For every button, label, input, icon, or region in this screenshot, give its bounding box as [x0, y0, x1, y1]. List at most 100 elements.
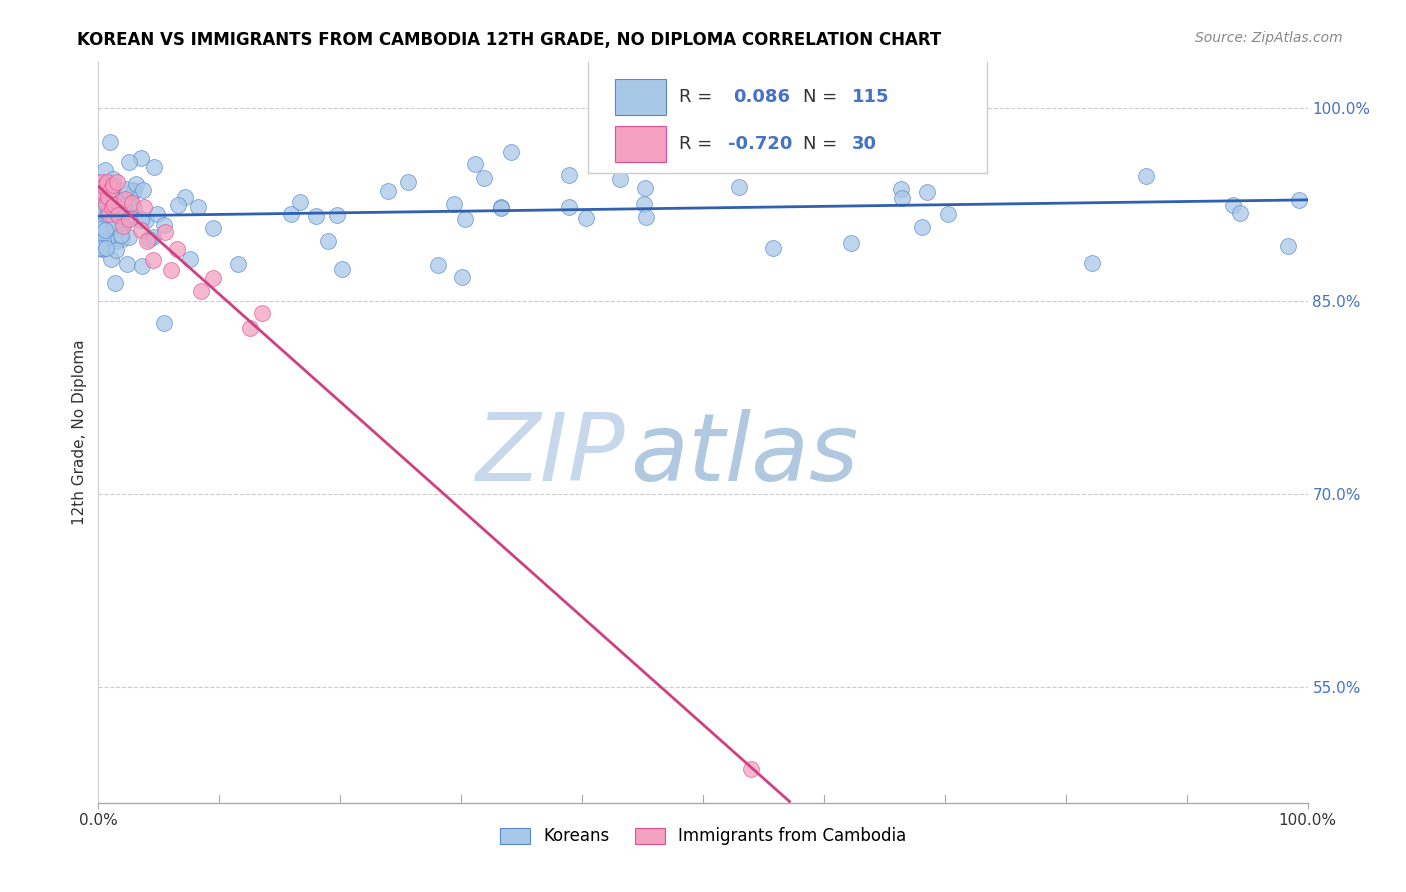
Text: N =: N = [803, 135, 844, 153]
Point [98, 207, 121, 221]
Point [91, 225, 114, 239]
Point [100, 200, 122, 214]
Point [174, 190, 197, 204]
Point [201, 221, 224, 235]
Point [179, 252, 201, 267]
Point [890, 191, 912, 205]
Legend: Koreans, Immigrants from Cambodia: Koreans, Immigrants from Cambodia [492, 819, 914, 854]
Text: N =: N = [803, 88, 844, 106]
Text: 30: 30 [852, 135, 877, 153]
Text: 115: 115 [852, 88, 889, 106]
Point [288, 195, 311, 210]
Point [90, 240, 112, 254]
Point [636, 210, 658, 224]
Point [114, 192, 136, 206]
Point [890, 182, 912, 196]
Point [91, 234, 114, 248]
Point [915, 185, 938, 199]
Point [453, 212, 475, 227]
Text: ZIP: ZIP [475, 409, 624, 500]
Point [146, 207, 169, 221]
FancyBboxPatch shape [588, 59, 987, 173]
Point [153, 219, 176, 233]
Point [125, 177, 148, 191]
Point [1081, 255, 1104, 269]
Text: atlas: atlas [630, 409, 859, 500]
Point [100, 202, 122, 217]
Point [558, 200, 581, 214]
Point [97, 202, 120, 217]
Point [910, 220, 932, 235]
Point [101, 219, 124, 234]
Point [633, 197, 655, 211]
Point [634, 181, 657, 195]
Point [93, 179, 115, 194]
Point [100, 252, 122, 266]
Point [103, 181, 125, 195]
Point [118, 210, 141, 224]
Point [101, 178, 124, 192]
Point [97, 182, 120, 196]
Text: R =: R = [679, 88, 718, 106]
Point [839, 236, 862, 251]
Point [134, 200, 156, 214]
Point [103, 277, 125, 291]
Point [427, 258, 450, 272]
Point [936, 207, 959, 221]
Point [90, 186, 112, 201]
Point [122, 202, 145, 216]
Point [142, 252, 165, 267]
Point [609, 172, 631, 186]
Point [118, 230, 141, 244]
Point [94, 222, 117, 236]
Point [94, 241, 117, 255]
Point [90, 241, 112, 255]
Point [138, 232, 160, 246]
Point [96, 175, 118, 189]
Point [98, 135, 121, 149]
Point [90, 205, 112, 219]
Point [98, 232, 121, 246]
Point [326, 208, 349, 222]
Point [112, 203, 135, 218]
Point [250, 306, 273, 320]
Text: Source: ZipAtlas.com: Source: ZipAtlas.com [1195, 31, 1343, 45]
Point [105, 175, 128, 189]
Point [167, 197, 190, 211]
Point [93, 178, 115, 192]
Point [1277, 238, 1299, 252]
Point [396, 175, 419, 189]
Point [115, 257, 138, 271]
Point [153, 225, 176, 239]
Point [100, 182, 122, 196]
Point [129, 212, 152, 227]
Point [101, 171, 124, 186]
Point [107, 208, 129, 222]
Point [740, 762, 762, 776]
Point [118, 191, 141, 205]
Point [91, 175, 114, 189]
Point [330, 262, 353, 277]
Point [117, 192, 139, 206]
Point [93, 177, 115, 191]
Point [132, 183, 155, 197]
Point [142, 229, 165, 244]
Point [90, 219, 112, 234]
Point [1222, 198, 1244, 212]
Point [558, 168, 581, 182]
Point [105, 219, 128, 233]
Point [100, 202, 122, 217]
Point [724, 133, 747, 147]
Point [90, 242, 112, 256]
Point [90, 194, 112, 208]
Point [160, 262, 183, 277]
Point [105, 234, 128, 248]
Point [499, 145, 522, 160]
Point [377, 185, 399, 199]
Point [1229, 206, 1251, 220]
Point [464, 157, 486, 171]
Point [97, 190, 120, 204]
Point [90, 203, 112, 218]
Point [129, 151, 152, 165]
Point [129, 213, 152, 227]
